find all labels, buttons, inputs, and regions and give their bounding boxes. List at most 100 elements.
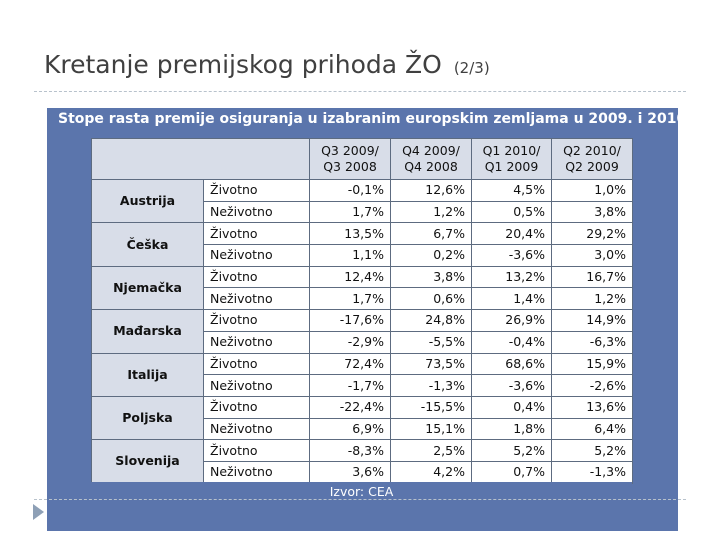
- growth-value-cell: 1,2%: [551, 287, 633, 311]
- table-row: Slovenija Životno -8,3% 2,5% 5,2% 5,2%: [91, 439, 633, 484]
- growth-value-cell: 0,2%: [390, 244, 472, 267]
- table-row: Italija Životno 72,4% 73,5% 68,6% 15,9%: [91, 352, 633, 397]
- country-cell: Austrija: [91, 178, 204, 224]
- growth-value-cell: 1,8%: [471, 417, 552, 441]
- footer-divider: [34, 499, 686, 500]
- table-row: Neživotno 3,6% 4,2% 0,7% -1,3%: [92, 460, 633, 484]
- growth-value-cell: 13,5%: [309, 222, 391, 246]
- country-cell: Slovenija: [91, 439, 204, 484]
- growth-value-cell: 1,4%: [471, 287, 552, 311]
- growth-value-cell: 3,8%: [390, 265, 472, 289]
- country-cell: Mađarska: [91, 309, 204, 354]
- growth-value-cell: 24,8%: [390, 309, 472, 332]
- growth-value-cell: 12,4%: [309, 265, 391, 289]
- source-note: Izvor: CEA: [329, 484, 394, 499]
- country-cell: Poljska: [91, 395, 204, 441]
- insurance-type-cell: Neživotno: [203, 460, 310, 484]
- growth-value-cell: 13,6%: [551, 395, 633, 419]
- insurance-type-cell: Životno: [203, 395, 310, 419]
- growth-value-cell: 6,7%: [390, 222, 472, 246]
- growth-value-cell: -2,6%: [551, 374, 633, 397]
- insurance-type-cell: Neživotno: [203, 244, 310, 267]
- growth-value-cell: -15,5%: [390, 395, 472, 419]
- table-header-row: Q3 2009/Q3 2008 Q4 2009/Q4 2008 Q1 2010/…: [91, 138, 633, 180]
- growth-value-cell: -0,1%: [309, 179, 391, 202]
- growth-value-cell: 4,5%: [471, 179, 552, 202]
- bullet-triangle-icon: [33, 504, 44, 520]
- column-header: Q4 2009/Q4 2008: [390, 138, 472, 180]
- country-cell: Italija: [91, 352, 204, 397]
- growth-value-cell: -3,6%: [471, 244, 552, 267]
- growth-value-cell: 2,5%: [390, 439, 472, 462]
- growth-value-cell: 14,9%: [551, 309, 633, 332]
- insurance-type-cell: Neživotno: [203, 330, 310, 354]
- growth-value-cell: 1,0%: [551, 179, 633, 202]
- table-corner-cell: [91, 138, 310, 180]
- title-divider: [34, 91, 686, 92]
- growth-value-cell: 1,1%: [309, 244, 391, 267]
- growth-value-cell: 12,6%: [390, 179, 472, 202]
- country-cell: Češka: [91, 222, 204, 267]
- table-row: Njemačka Životno 12,4% 3,8% 13,2% 16,7%: [91, 265, 633, 311]
- column-header: Q2 2010/Q2 2009: [551, 138, 633, 180]
- column-header: Q1 2010/Q1 2009: [471, 138, 552, 180]
- growth-value-cell: -6,3%: [551, 330, 633, 354]
- growth-value-cell: 1,2%: [390, 200, 472, 224]
- table-row: Češka Životno 13,5% 6,7% 20,4% 29,2%: [91, 222, 633, 267]
- growth-value-cell: 29,2%: [551, 222, 633, 246]
- table-row: Poljska Životno -22,4% -15,5% 0,4% 13,6%: [91, 395, 633, 441]
- growth-value-cell: -3,6%: [471, 374, 552, 397]
- growth-rates-table: Q3 2009/Q3 2008 Q4 2009/Q4 2008 Q1 2010/…: [91, 138, 633, 484]
- growth-value-cell: -8,3%: [309, 439, 391, 462]
- insurance-type-cell: Životno: [203, 179, 310, 202]
- growth-value-cell: 3,8%: [551, 200, 633, 224]
- table-body: Austrija Životno -0,1% 12,6% 4,5% 1,0% Neživot…: [91, 178, 633, 484]
- growth-value-cell: 5,2%: [551, 439, 633, 462]
- growth-value-cell: 15,9%: [551, 352, 633, 376]
- slide-title-suffix: (2/3): [453, 59, 490, 77]
- growth-value-cell: -22,4%: [309, 395, 391, 419]
- growth-value-cell: -5,5%: [390, 330, 472, 354]
- growth-value-cell: 5,2%: [471, 439, 552, 462]
- insurance-type-cell: Neživotno: [203, 417, 310, 441]
- insurance-type-cell: Životno: [203, 265, 310, 289]
- table-row: Neživotno 1,1% 0,2% -3,6% 3,0%: [92, 244, 633, 267]
- table-row: Neživotno 1,7% 1,2% 0,5% 3,8%: [92, 200, 633, 224]
- growth-value-cell: -1,3%: [390, 374, 472, 397]
- insurance-type-cell: Životno: [203, 309, 310, 332]
- growth-value-cell: -1,3%: [551, 460, 633, 484]
- column-header: Q3 2009/Q3 2008: [309, 138, 391, 180]
- table-row: Austrija Životno -0,1% 12,6% 4,5% 1,0%: [91, 178, 633, 224]
- panel-title: Stope rasta premije osiguranja u izabran…: [58, 111, 692, 127]
- growth-value-cell: 1,7%: [309, 200, 391, 224]
- insurance-type-cell: Neživotno: [203, 200, 310, 224]
- growth-value-cell: 6,9%: [309, 417, 391, 441]
- growth-value-cell: 73,5%: [390, 352, 472, 376]
- growth-value-cell: 0,5%: [471, 200, 552, 224]
- slide-title: Kretanje premijskog prihoda ŽO (2/3): [44, 50, 490, 79]
- insurance-type-cell: Životno: [203, 439, 310, 462]
- country-cell: Njemačka: [91, 265, 204, 311]
- growth-value-cell: 6,4%: [551, 417, 633, 441]
- growth-value-cell: 3,6%: [309, 460, 391, 484]
- table-row: Mađarska Životno -17,6% 24,8% 26,9% 14,9%: [91, 309, 633, 354]
- growth-value-cell: 26,9%: [471, 309, 552, 332]
- growth-value-cell: 0,6%: [390, 287, 472, 311]
- growth-value-cell: 16,7%: [551, 265, 633, 289]
- growth-value-cell: -17,6%: [309, 309, 391, 332]
- insurance-type-cell: Neživotno: [203, 287, 310, 311]
- growth-value-cell: -0,4%: [471, 330, 552, 354]
- growth-value-cell: -2,9%: [309, 330, 391, 354]
- growth-value-cell: 0,4%: [471, 395, 552, 419]
- insurance-type-cell: Životno: [203, 222, 310, 246]
- insurance-type-cell: Neživotno: [203, 374, 310, 397]
- slide-title-text: Kretanje premijskog prihoda ŽO: [44, 50, 442, 79]
- growth-value-cell: 1,7%: [309, 287, 391, 311]
- table-row: Neživotno 6,9% 15,1% 1,8% 6,4%: [92, 417, 633, 441]
- growth-value-cell: -1,7%: [309, 374, 391, 397]
- growth-value-cell: 68,6%: [471, 352, 552, 376]
- growth-value-cell: 13,2%: [471, 265, 552, 289]
- insurance-type-cell: Životno: [203, 352, 310, 376]
- growth-value-cell: 15,1%: [390, 417, 472, 441]
- growth-value-cell: 20,4%: [471, 222, 552, 246]
